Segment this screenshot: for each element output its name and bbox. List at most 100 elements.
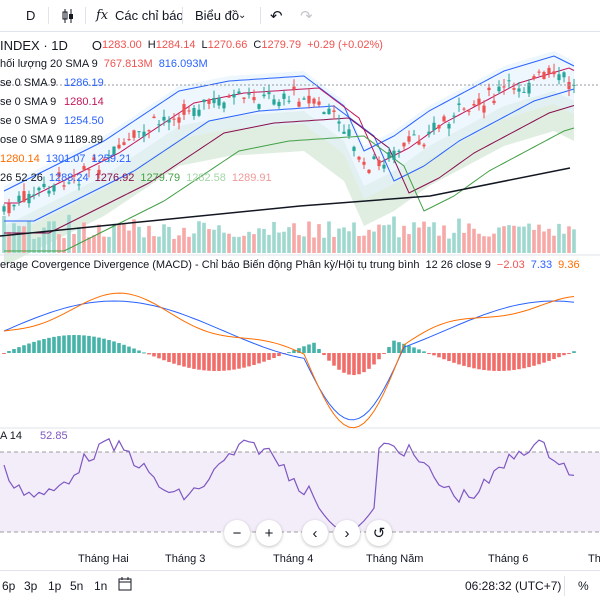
- candle-body: [557, 74, 561, 81]
- volume-bar: [447, 238, 451, 253]
- legend-ma3[interactable]: se 0 SMA 9 1254.50: [0, 113, 104, 129]
- candle-body: [37, 187, 41, 191]
- candle-body: [117, 144, 121, 149]
- candle-body: [277, 101, 281, 107]
- candle-body: [217, 97, 221, 106]
- macd-histogram-bar: [32, 341, 36, 353]
- legend-volume[interactable]: hối lượng 20 SMA 9 767.813M 816.093M: [0, 56, 208, 72]
- volume-bar: [542, 231, 546, 253]
- candle-body: [92, 157, 96, 161]
- zoom-out-button[interactable]: −: [224, 520, 250, 546]
- time-axis-label: Tháng 3: [165, 553, 206, 565]
- macd-histogram-bar: [297, 348, 301, 353]
- legend-value: 1254.50: [64, 115, 104, 127]
- volume-bar: [467, 223, 471, 253]
- legend-value: 1280.14: [0, 153, 40, 165]
- macd-histogram-bar: [77, 335, 81, 353]
- candle-body: [322, 112, 326, 115]
- volume-bar: [562, 233, 566, 253]
- chevron-down-icon[interactable]: ⌄: [238, 10, 247, 21]
- clock-time[interactable]: 06:28:32 (UTC+7): [465, 579, 562, 593]
- percent-scale-toggle[interactable]: %: [578, 579, 589, 593]
- volume-bar: [57, 234, 61, 253]
- high-label: H: [147, 39, 156, 51]
- chart-area[interactable]: INDEX · 1D O 1283.00 H 1284.14 L 1270.66…: [0, 31, 600, 570]
- scroll-right-button[interactable]: ›: [334, 520, 360, 546]
- macd-histogram-bar: [512, 353, 516, 370]
- indicators-button[interactable]: Các chỉ báo: [115, 8, 184, 23]
- symbol-name[interactable]: INDEX · 1D: [0, 37, 68, 53]
- volume-bar: [392, 216, 396, 253]
- candle-body: [242, 97, 246, 99]
- legend-value: 1282.58: [186, 172, 226, 184]
- macd-histogram-bar: [407, 345, 411, 353]
- toolbar-divider: [182, 7, 183, 24]
- interval-button[interactable]: D: [26, 8, 36, 23]
- candle-body: [307, 95, 311, 104]
- time-axis[interactable]: Tháng Hai Tháng 3 Tháng 4 Tháng Năm Thán…: [0, 549, 600, 569]
- macd-histogram-bar: [382, 353, 386, 354]
- macd-histogram-bar: [22, 345, 26, 353]
- volume-bar: [322, 237, 326, 253]
- toolbar-divider: [48, 7, 49, 24]
- candle-body: [282, 93, 286, 99]
- legend-value: 1288.24: [48, 172, 89, 184]
- rsi-label: A 14: [0, 430, 23, 442]
- candle-body: [202, 99, 206, 103]
- scroll-left-button[interactable]: ‹: [302, 520, 328, 546]
- macd-histogram-bar: [27, 343, 31, 353]
- candle-body: [137, 131, 141, 133]
- macd-title: erage Covergence Divergence (MACD) - Chỉ…: [0, 259, 420, 271]
- legend-bollinger[interactable]: 1280.14 1301.07 1259.21: [0, 151, 131, 167]
- macd-histogram-bar: [227, 353, 231, 371]
- reset-chart-button[interactable]: ↺: [366, 520, 392, 546]
- macd-histogram-bar: [57, 336, 61, 353]
- range-1m-button[interactable]: 1p: [48, 579, 62, 593]
- range-6m-button[interactable]: 6p: [2, 579, 16, 593]
- legend-ichimoku[interactable]: 26 52 26 1288.24 1276.92 1279.79 1282.58…: [0, 170, 272, 186]
- candle-body: [547, 67, 551, 74]
- macd-histogram-bar: [507, 353, 511, 371]
- candle-body: [372, 156, 376, 160]
- macd-histogram-bar: [342, 353, 346, 373]
- macd-histogram-bar: [367, 353, 371, 369]
- macd-histogram-bar: [107, 339, 111, 353]
- macd-histogram-bar: [92, 336, 96, 353]
- range-3m-button[interactable]: 3p: [24, 579, 38, 593]
- legend-ma2[interactable]: se 0 SMA 9 1280.14: [0, 94, 104, 110]
- candle-body: [22, 191, 26, 202]
- legend-ma4[interactable]: ose 0 SMA 9 1189.89: [0, 132, 103, 148]
- volume-bar: [497, 227, 501, 253]
- macd-histogram-bar: [62, 335, 66, 353]
- chart-canvas[interactable]: [0, 31, 600, 570]
- candle-body: [487, 87, 491, 91]
- candle-body: [327, 108, 331, 115]
- rsi-legend[interactable]: A 14 52.85: [0, 430, 68, 442]
- macd-histogram-bar: [337, 353, 341, 370]
- candlesticks: [2, 63, 576, 217]
- range-5d-button[interactable]: 5n: [70, 579, 84, 593]
- macd-histogram-bar: [167, 353, 171, 363]
- macd-histogram-bar: [67, 335, 71, 353]
- indicators-icon[interactable]: fx: [96, 8, 109, 23]
- macd-histogram-bar: [97, 337, 101, 353]
- candlestick-icon[interactable]: [60, 0, 76, 31]
- macd-histogram-bar: [232, 353, 236, 370]
- chart-type-button[interactable]: Biểu đồ: [195, 8, 240, 23]
- legend-ma1[interactable]: se 0 SMA 9 1286.19: [0, 75, 104, 91]
- macd-histogram: [2, 335, 576, 376]
- bottom-divider: [564, 576, 565, 596]
- macd-histogram-bar: [47, 337, 51, 353]
- volume-bar: [137, 226, 141, 253]
- undo-icon[interactable]: ↶: [270, 7, 283, 25]
- zoom-in-button[interactable]: +: [256, 520, 282, 546]
- candle-body: [567, 81, 571, 90]
- volume-bar: [22, 226, 26, 253]
- range-1d-button[interactable]: 1n: [94, 579, 108, 593]
- redo-icon[interactable]: ↷: [300, 7, 313, 25]
- volume-bar: [242, 235, 246, 253]
- volume-bar: [347, 231, 351, 253]
- date-range-icon[interactable]: [118, 577, 132, 594]
- volume-bar: [457, 218, 461, 253]
- macd-legend[interactable]: erage Covergence Divergence (MACD) - Chỉ…: [0, 259, 580, 271]
